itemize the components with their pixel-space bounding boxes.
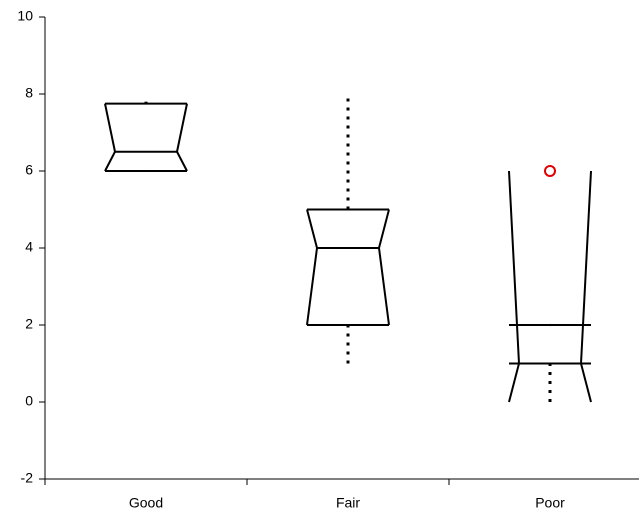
notch-side [104, 103, 117, 172]
notch-side [306, 209, 319, 326]
y-tick-label: 8 [25, 85, 33, 101]
notch-side [508, 170, 521, 403]
outlier [544, 165, 556, 177]
y-tick-label: 10 [17, 8, 33, 24]
notch-side [579, 170, 592, 403]
y-tick-label: 6 [25, 162, 33, 178]
x-tick-label: Good [129, 495, 163, 511]
notch-side [377, 209, 390, 326]
y-tick-label: 2 [25, 316, 33, 332]
x-tick-label: Poor [535, 495, 565, 511]
y-tick-label: -2 [21, 470, 34, 486]
notch-side [175, 103, 188, 172]
x-tick-label: Fair [336, 495, 360, 511]
y-tick-label: 0 [25, 393, 33, 409]
y-tick-label: 4 [25, 239, 33, 255]
